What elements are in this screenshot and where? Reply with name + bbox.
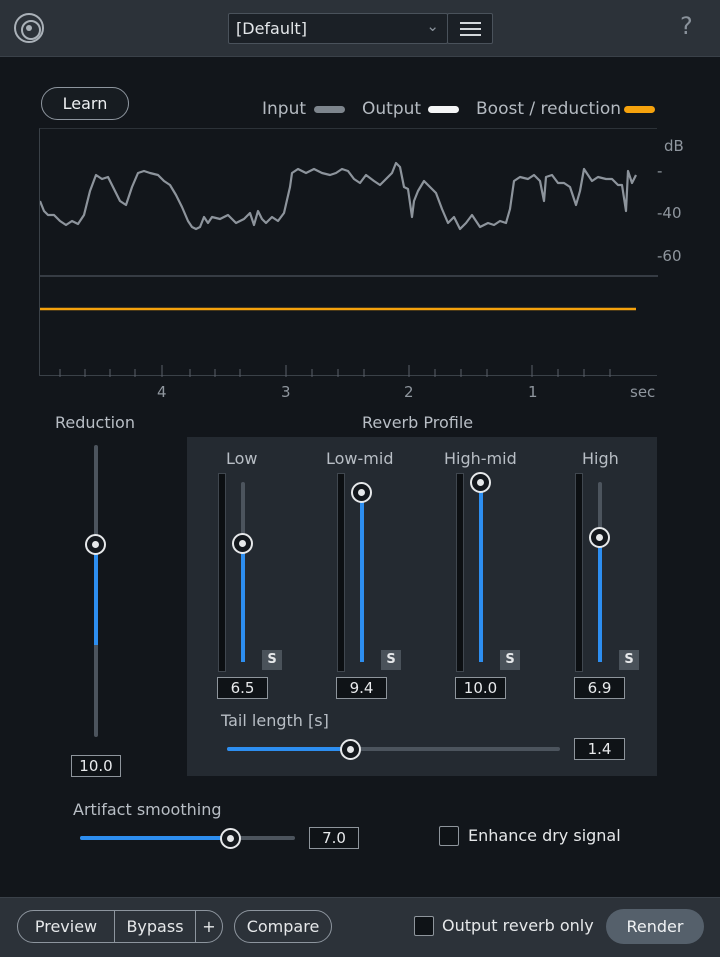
bypass-plus-button[interactable]: + [195,910,223,943]
band-value-low-mid[interactable]: 9.4 [336,677,387,699]
input-curve [40,161,637,231]
band-slider-fill-low [241,544,245,662]
time-ticks [59,365,611,377]
preset-dropdown[interactable]: [Default] ⌄ [228,13,448,44]
band-meter-low [218,473,226,672]
band-label-high-mid: High-mid [444,449,517,468]
db-tick-label: - [657,162,663,180]
band-value-high[interactable]: 6.9 [574,677,625,699]
band-label-low-mid: Low-mid [326,449,394,468]
hamburger-icon [460,22,481,24]
time-tick-label: 1 [528,383,538,401]
legend-output-swatch [428,106,459,113]
db-tick-label: -60 [657,247,682,265]
band-label-high: High [582,449,619,468]
artifact-smoothing-label: Artifact smoothing [73,800,222,819]
solo-button-low-mid[interactable]: S [381,650,401,670]
band-slider-handle-low[interactable] [232,533,253,554]
chevron-down-icon: ⌄ [426,17,439,35]
tail-length-value[interactable]: 1.4 [574,738,625,760]
band-slider-handle-high[interactable] [589,527,610,548]
reduction-slider-fill [94,545,98,645]
legend-input: Input [262,99,307,119]
legend-boost: Boost / reduction [476,99,622,119]
solo-button-high-mid[interactable]: S [500,650,520,670]
output-reverb-only-label: Output reverb only [442,916,594,935]
legend-boost-swatch [624,106,655,113]
artifact-smoothing-slider-handle[interactable] [220,828,241,849]
tail-length-slider-fill [227,747,350,751]
band-slider-fill-high [598,538,602,662]
render-button[interactable]: Render [606,909,704,944]
band-label-low: Low [226,449,258,468]
time-tick-label: 2 [404,383,414,401]
legend-input-swatch [314,106,345,113]
db-tick-label: -40 [657,204,682,222]
reverb-graph [39,128,658,377]
db-unit-label: dB [664,137,684,155]
output-reverb-only-checkbox[interactable] [414,916,434,936]
enhance-dry-label: Enhance dry signal [468,826,621,845]
band-meter-high-mid [456,473,464,672]
preset-name: [Default] [236,19,307,38]
band-slider-handle-high-mid[interactable] [470,472,491,493]
band-slider-fill-low-mid [360,492,364,662]
solo-button-low[interactable]: S [262,650,282,670]
band-value-low[interactable]: 6.5 [217,677,268,699]
reverb-profile-title: Reverb Profile [362,413,474,432]
help-icon[interactable]: ? [680,12,693,40]
reduction-label: Reduction [55,413,135,432]
enhance-dry-checkbox[interactable] [439,826,459,846]
band-slider-fill-high-mid [479,482,483,662]
tail-length-slider-track[interactable] [227,747,560,751]
menu-button[interactable] [447,13,493,44]
artifact-smoothing-slider-fill [80,836,230,840]
time-tick-label: 3 [281,383,291,401]
band-meter-high [575,473,583,672]
preview-button[interactable]: Preview [17,910,115,943]
hamburger-icon [460,28,481,30]
reduction-value[interactable]: 10.0 [71,755,121,777]
band-value-high-mid[interactable]: 10.0 [455,677,506,699]
band-meter-low-mid [337,473,345,672]
time-tick-label: 4 [157,383,167,401]
artifact-smoothing-value[interactable]: 7.0 [309,827,359,849]
reduction-slider-handle[interactable] [85,534,106,555]
hamburger-icon [460,34,481,36]
tail-length-slider-handle[interactable] [340,739,361,760]
solo-button-high[interactable]: S [619,650,639,670]
band-slider-handle-low-mid[interactable] [351,482,372,503]
graph-svg [40,161,658,377]
legend-output: Output [362,99,422,119]
app-logo-icon [14,13,44,43]
bypass-button[interactable]: Bypass [114,910,196,943]
learn-button[interactable]: Learn [41,87,129,120]
compare-button[interactable]: Compare [234,910,332,943]
tail-length-label: Tail length [s] [221,711,329,730]
time-unit-label: sec [630,383,656,401]
